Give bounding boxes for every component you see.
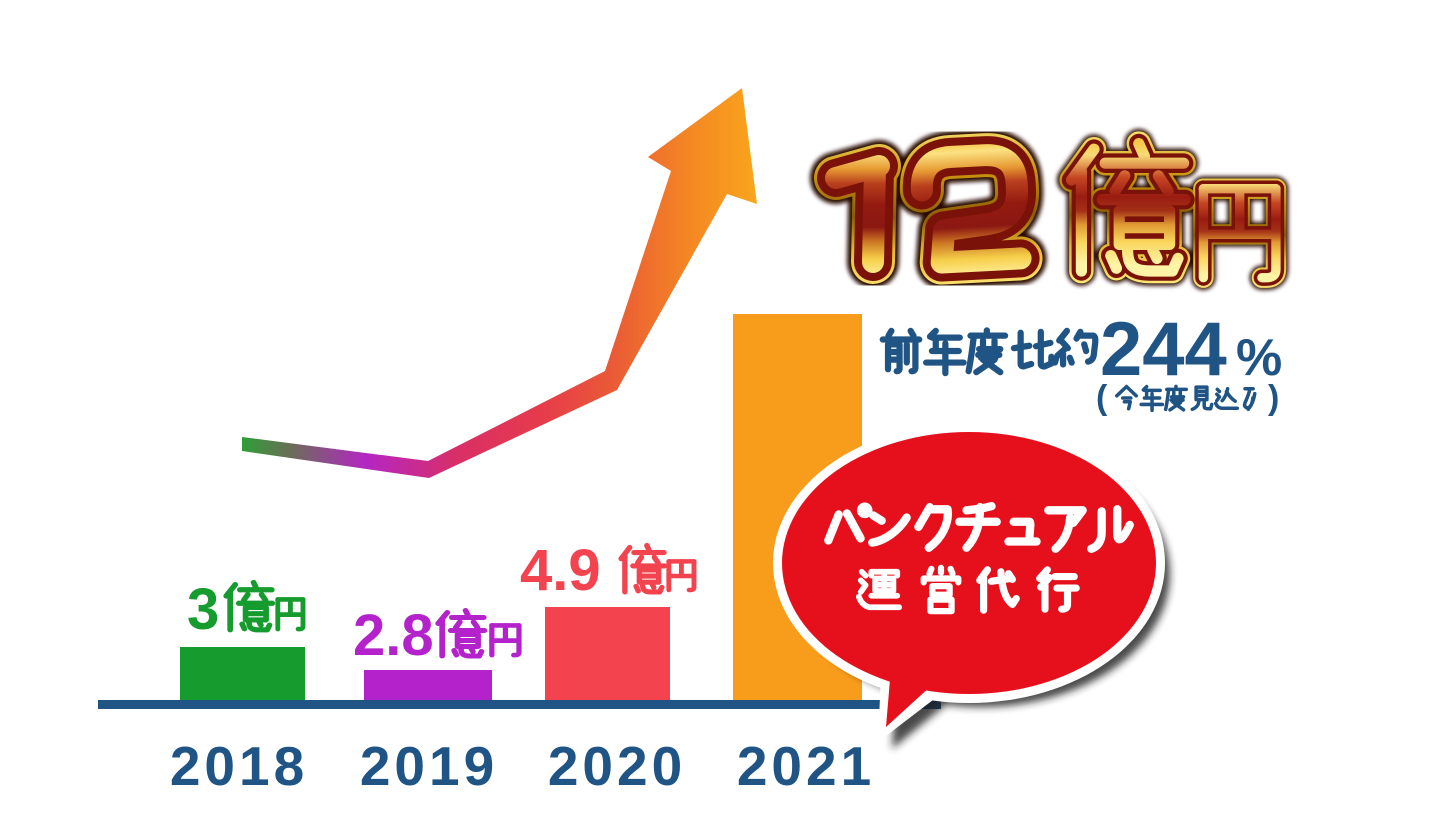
svg-text:2018: 2018 [170, 735, 308, 797]
svg-text:): ) [1268, 379, 1279, 417]
svg-text:(: ( [1096, 379, 1108, 417]
svg-text:244: 244 [1100, 307, 1227, 392]
svg-text:3: 3 [187, 577, 219, 642]
svg-text:2.8: 2.8 [353, 603, 434, 668]
svg-text:2019: 2019 [360, 735, 498, 797]
svg-text:4.9: 4.9 [520, 538, 601, 603]
svg-text:2020: 2020 [548, 735, 686, 797]
svg-text:%: % [1236, 329, 1282, 387]
svg-text:2021: 2021 [737, 735, 875, 797]
